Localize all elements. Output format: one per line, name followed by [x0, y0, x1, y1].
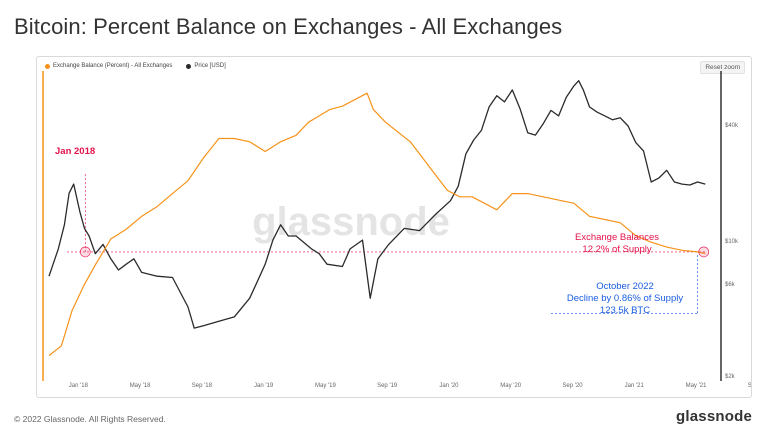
x-tick-label: Jan '21	[625, 383, 645, 389]
x-tick-label: Sep '18	[192, 383, 213, 389]
watermark-text: glassnode	[252, 200, 450, 244]
x-tick-label: Jan '18	[69, 383, 89, 389]
price-dot-icon	[186, 63, 192, 69]
y-right-tick-label: $10k	[725, 239, 739, 245]
balance-series-line	[48, 92, 706, 357]
x-tick-label: Jan '20	[439, 383, 459, 389]
jan-2018-marker	[79, 246, 91, 258]
annotation-october-2022: October 2022	[596, 281, 654, 292]
legend-entry-balance[interactable]: Exchange Balance (Percent) - All Exchang…	[45, 63, 172, 69]
y-right-tick-label: $2k	[725, 374, 736, 380]
chart-panel: Exchange Balance (Percent) - All Exchang…	[36, 56, 752, 398]
chart-legend: Exchange Balance (Percent) - All Exchang…	[45, 63, 226, 69]
x-tick-label: Jan '19	[254, 383, 274, 389]
x-tick-label: May '19	[315, 383, 336, 389]
footer-brand-logo: glassnode	[676, 408, 752, 425]
reset-zoom-button[interactable]: Reset zoom	[700, 61, 745, 74]
x-tick-label: Sep '19	[377, 383, 398, 389]
october-2022-marker	[698, 246, 710, 258]
legend-entry-price[interactable]: Price [USD]	[186, 63, 226, 69]
x-tick-label: May '20	[500, 383, 521, 389]
page-title: Bitcoin: Percent Balance on Exchanges - …	[14, 14, 563, 39]
legend-label-price: Price [USD]	[194, 63, 226, 69]
balance-dot-icon	[45, 63, 50, 69]
legend-label-balance: Exchange Balance (Percent) - All Exchang…	[53, 63, 173, 69]
x-tick-label: Sep '20	[562, 383, 583, 389]
x-tick-label: Sep '21	[748, 383, 751, 389]
chart-svg[interactable]: glassnode8.4%10.8%13.2%15.6%$2k$6k$10k$4…	[37, 57, 751, 397]
annotation-exchange-balances: Exchange Balances	[575, 232, 659, 243]
footer-copyright: © 2022 Glassnode. All Rights Reserved.	[14, 414, 166, 424]
annotation-jan-2018: Jan 2018	[55, 146, 95, 157]
x-tick-label: May '18	[130, 383, 151, 389]
annotation-supply-share: 12.2% of Supply	[582, 244, 651, 255]
y-right-tick-label: $40k	[725, 123, 739, 129]
y-right-tick-label: $6k	[725, 282, 736, 288]
price-series-line	[48, 80, 706, 329]
annotation-decline: Decline by 0.86% of Supply	[567, 293, 683, 304]
x-tick-label: May '21	[686, 383, 707, 389]
annotation-btc-amount: 123.5k BTC	[600, 305, 650, 316]
